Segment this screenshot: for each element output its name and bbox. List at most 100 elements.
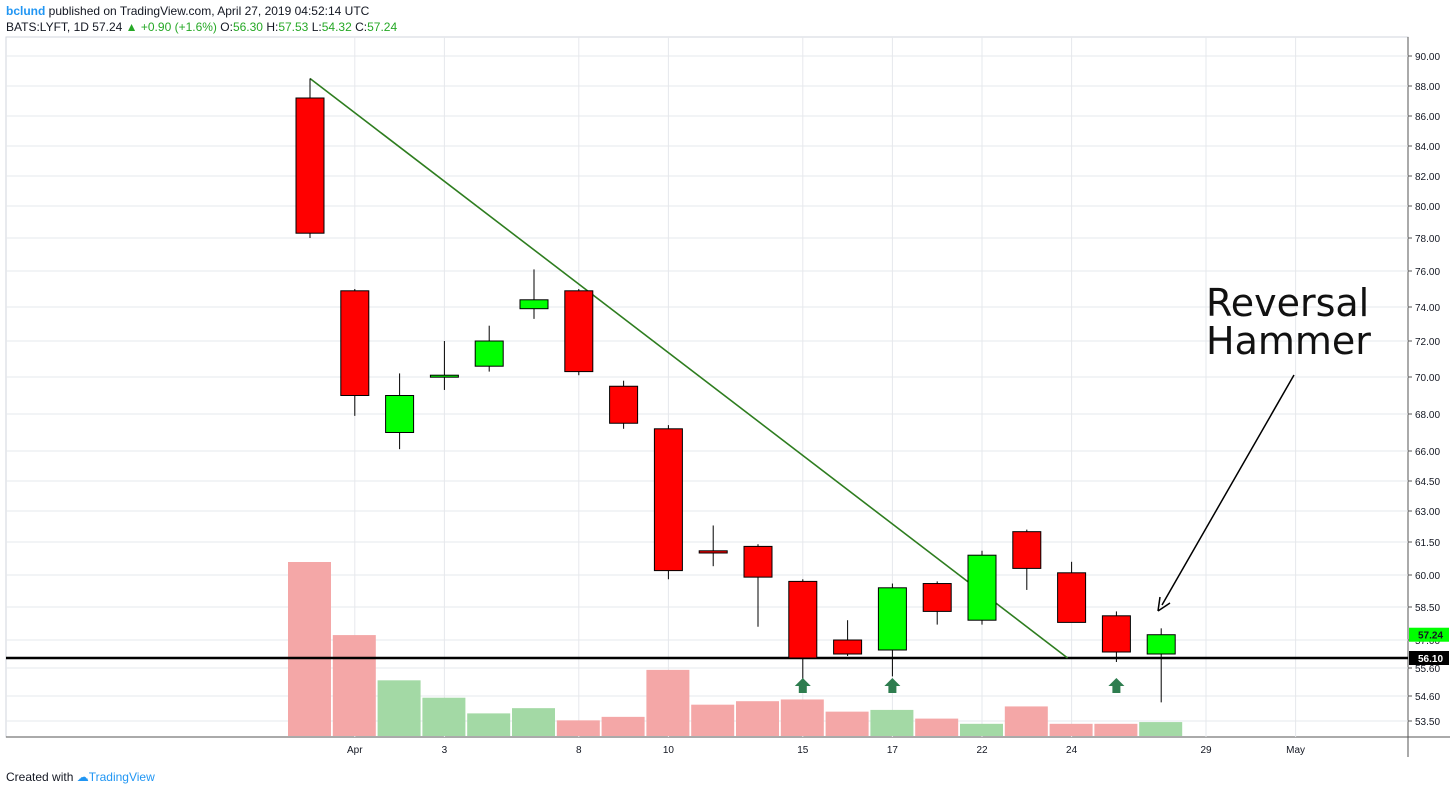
y-tick-label: 74.00 (1415, 303, 1440, 314)
x-tick-label: 3 (442, 745, 448, 756)
x-tick-label: May (1286, 745, 1305, 756)
x-tick-label: 22 (976, 745, 988, 756)
volume-bar (377, 680, 421, 736)
open-label: O: (220, 20, 233, 34)
volume-bar (1004, 706, 1048, 736)
annotation-line2: Hammer (1206, 319, 1371, 363)
candle-body (922, 583, 952, 612)
candle-body (609, 385, 639, 424)
volume-bar (332, 635, 376, 736)
y-tick-label: 61.50 (1415, 538, 1440, 549)
y-tick-label: 88.00 (1415, 82, 1440, 93)
y-tick-label: 82.00 (1415, 172, 1440, 183)
close-value: 57.24 (367, 20, 398, 34)
candle-body (833, 639, 863, 655)
low-value: 54.32 (321, 20, 352, 34)
footer: Created with ☁TradingView (6, 770, 155, 784)
candle-body (1146, 634, 1176, 655)
y-tick-label: 86.00 (1415, 112, 1440, 123)
y-tick-label: 78.00 (1415, 234, 1440, 245)
plot-area (5, 36, 1409, 738)
volume-bar (691, 704, 735, 736)
candle-body (698, 550, 728, 554)
created-with-text: Created with (6, 770, 74, 784)
published-text: published on TradingView.com, April 27, … (48, 4, 370, 18)
candle-body (1012, 531, 1042, 569)
x-tick-label: 15 (797, 745, 809, 756)
candle-body (743, 545, 773, 578)
annotation-arrow (1161, 374, 1295, 606)
author-link[interactable]: bclund (6, 4, 46, 18)
y-tick-label: 54.60 (1415, 692, 1440, 703)
candle-body (967, 554, 997, 621)
open-value: 56.30 (232, 20, 263, 34)
high-label: H: (266, 20, 279, 34)
support-price-label-bg (1409, 651, 1449, 665)
volume-bar (288, 562, 331, 736)
y-tick-label: 66.00 (1415, 447, 1440, 458)
low-label: L: (311, 20, 322, 34)
y-tick-label: 53.50 (1415, 717, 1440, 728)
tradingview-logo-icon: ☁ (76, 770, 89, 784)
up-arrow-icon (794, 678, 811, 693)
candle-body (788, 580, 818, 659)
volume-bar (1049, 723, 1093, 736)
y-tick-label: 72.00 (1415, 337, 1440, 348)
volume-bar (825, 711, 869, 736)
candle-body (877, 587, 907, 651)
y-tick-label: 84.00 (1415, 142, 1440, 153)
x-tick-label: 10 (663, 745, 675, 756)
reversal-hammer-annotation: Reversal Hammer (1206, 284, 1371, 360)
y-tick-label: 55.60 (1415, 664, 1440, 675)
ohlc-line: BATS:LYFT, 1D 57.24 ▲ +0.90 (+1.6%) O:56… (6, 19, 397, 35)
candle-body (429, 374, 459, 378)
volume-bar (422, 697, 466, 736)
candle-body (519, 299, 549, 310)
last-price: 57.24 (92, 20, 123, 34)
x-tick-label: 24 (1066, 745, 1078, 756)
volume-bar (601, 716, 645, 736)
candle-body (1057, 572, 1087, 623)
candle-body (385, 395, 415, 433)
high-value: 57.53 (278, 20, 309, 34)
y-tick-label: 60.00 (1415, 571, 1440, 582)
volume-bar (646, 669, 690, 736)
volume-bar (780, 699, 824, 736)
y-tick-label: 64.50 (1415, 477, 1440, 488)
y-tick-label: 58.50 (1415, 603, 1440, 614)
close-label: C: (355, 20, 368, 34)
up-arrow-icon (1108, 678, 1125, 693)
candle-body (295, 97, 325, 234)
change-value: +0.90 (+1.6%) (140, 20, 217, 34)
volume-bar (960, 723, 1003, 736)
volume-bar (467, 713, 511, 736)
candle-body (474, 340, 504, 367)
y-tick-label: 68.00 (1415, 410, 1440, 421)
y-tick-label: 80.00 (1415, 202, 1440, 213)
x-tick-label: Apr (347, 745, 363, 756)
y-tick-label: 63.00 (1415, 507, 1440, 518)
volume-bar (870, 709, 914, 736)
candle-body (1101, 615, 1131, 653)
last-price-label-bg (1409, 627, 1449, 642)
y-tick-label: 90.00 (1415, 52, 1440, 63)
up-arrow-icon (884, 678, 901, 693)
volume-bar (512, 708, 555, 736)
candle-body (653, 428, 683, 572)
y-tick-label: 70.00 (1415, 373, 1440, 384)
chart-header: bclund published on TradingView.com, Apr… (6, 3, 397, 35)
volume-bar (736, 701, 779, 736)
symbol-label: BATS:LYFT, 1D (6, 20, 89, 34)
volume-bar (915, 718, 959, 736)
annotation-line1: Reversal (1206, 281, 1370, 325)
candle-body (564, 290, 594, 373)
annotation-arrowhead-icon (1157, 596, 1171, 612)
y-tick-label: 76.00 (1415, 267, 1440, 278)
x-tick-label: 8 (576, 745, 582, 756)
last-price-label: 57.24 (1418, 631, 1443, 642)
tradingview-brand[interactable]: TradingView (88, 770, 155, 784)
x-tick-label: 29 (1200, 745, 1212, 756)
volume-bar (1139, 722, 1183, 736)
trend-line (309, 77, 1069, 659)
